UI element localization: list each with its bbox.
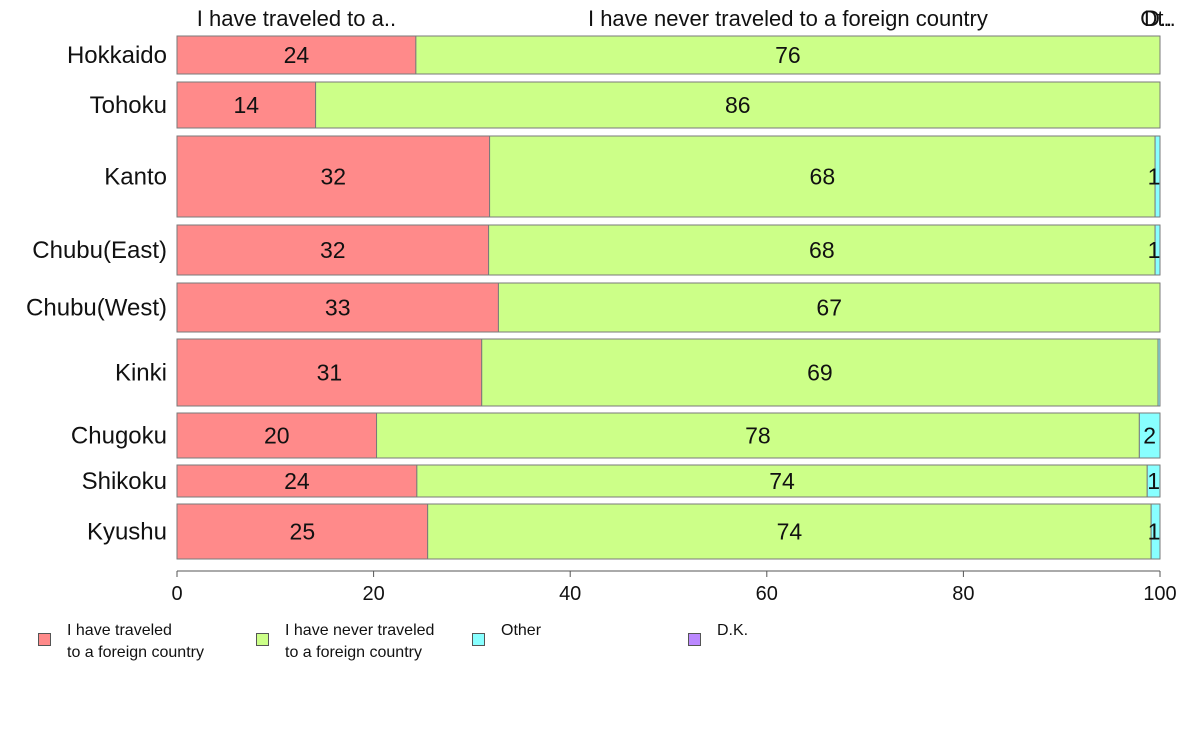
category-label-chugoku: Chugoku bbox=[71, 423, 167, 450]
category-label-shikoku: Shikoku bbox=[82, 468, 167, 495]
bar-shikoku-i-have-never-traveled-to-a-foreign-country bbox=[416, 464, 1148, 498]
data-label-chubu-west-i-have-never-traveled-to-a-foreign-country: 67 bbox=[816, 295, 842, 321]
category-label-kyushu: Kyushu bbox=[87, 519, 167, 546]
x-tick-label-60: 60 bbox=[756, 583, 778, 605]
bar-kinki-i-have-never-traveled-to-a-foreign-country bbox=[481, 338, 1159, 407]
data-label-chubu-east-i-have-never-traveled-to-a-foreign-country: 68 bbox=[809, 237, 835, 263]
data-label-shikoku-i-have-traveled-to-a-foreign-country: 24 bbox=[284, 468, 310, 494]
bar-hokkaido-i-have-never-traveled-to-a-foreign-country bbox=[415, 35, 1161, 75]
column-header-i-have-never-traveled-to-a-foreign-country: I have never traveled to a foreign count… bbox=[588, 6, 988, 31]
bar-kyushu-i-have-traveled-to-a-foreign-country bbox=[176, 503, 429, 560]
data-label-kanto-i-have-traveled-to-a-foreign-country: 32 bbox=[321, 164, 347, 190]
legend-label-traveled: I have traveled to a foreign country bbox=[67, 622, 204, 661]
bar-tohoku-i-have-never-traveled-to-a-foreign-country bbox=[315, 81, 1161, 129]
column-header-d-k: D.. bbox=[1144, 6, 1172, 31]
bar-chugoku-i-have-never-traveled-to-a-foreign-country bbox=[376, 412, 1140, 459]
bar-chubu-west-i-have-traveled-to-a-foreign-country bbox=[176, 282, 499, 333]
data-label-kanto-i-have-never-traveled-to-a-foreign-country: 68 bbox=[810, 164, 836, 190]
category-label-hokkaido: Hokkaido bbox=[67, 42, 167, 69]
x-tick-label-40: 40 bbox=[559, 583, 581, 605]
bar-shikoku-i-have-traveled-to-a-foreign-country bbox=[176, 464, 418, 498]
data-label-chubu-east-other: 1 bbox=[1148, 237, 1161, 263]
x-tick-label-100: 100 bbox=[1143, 583, 1176, 605]
data-label-kyushu-other: 1 bbox=[1148, 519, 1161, 545]
bar-kanto-i-have-never-traveled-to-a-foreign-country bbox=[489, 135, 1156, 218]
data-label-kinki-i-have-traveled-to-a-foreign-country: 31 bbox=[317, 360, 343, 386]
legend-item-dk: D.K. bbox=[688, 620, 748, 646]
bar-chugoku-other bbox=[1138, 412, 1161, 459]
legend-label-dk: D.K. bbox=[717, 622, 749, 639]
x-tick-label-20: 20 bbox=[362, 583, 384, 605]
data-label-tohoku-i-have-traveled-to-a-foreign-country: 14 bbox=[234, 92, 260, 118]
data-label-hokkaido-i-have-traveled-to-a-foreign-country: 24 bbox=[284, 42, 310, 68]
column-header-other: Ot.. bbox=[1140, 6, 1175, 31]
bar-kanto-other bbox=[1154, 135, 1161, 218]
legend-swatch-never-traveled bbox=[256, 633, 269, 646]
data-label-chugoku-i-have-never-traveled-to-a-foreign-country: 78 bbox=[745, 423, 771, 449]
legend: I have traveled to a foreign country I h… bbox=[38, 620, 798, 670]
data-label-tohoku-i-have-never-traveled-to-a-foreign-country: 86 bbox=[725, 92, 751, 118]
column-header-i-have-traveled-to-a-foreign-country: I have traveled to a.. bbox=[197, 6, 396, 31]
category-label-kanto: Kanto bbox=[104, 164, 167, 191]
category-label-kinki: Kinki bbox=[115, 360, 167, 387]
stacked-bar-chart: I have traveled to a.. I have never trave… bbox=[26, 6, 1177, 605]
data-label-kyushu-i-have-traveled-to-a-foreign-country: 25 bbox=[290, 519, 316, 545]
data-label-kyushu-i-have-never-traveled-to-a-foreign-country: 74 bbox=[777, 519, 803, 545]
bar-tohoku-i-have-traveled-to-a-foreign-country bbox=[176, 81, 317, 129]
legend-item-traveled: I have traveled to a foreign country bbox=[38, 620, 204, 664]
category-label-tohoku: Tohoku bbox=[90, 92, 167, 119]
bar-kinki-other bbox=[1157, 338, 1161, 407]
legend-item-never-traveled: I have never traveled to a foreign count… bbox=[256, 620, 434, 664]
bar-kyushu-other bbox=[1150, 503, 1161, 560]
data-label-hokkaido-i-have-never-traveled-to-a-foreign-country: 76 bbox=[775, 42, 801, 68]
bar-chugoku-i-have-traveled-to-a-foreign-country bbox=[176, 412, 378, 459]
legend-swatch-other bbox=[472, 633, 485, 646]
bar-kyushu-i-have-never-traveled-to-a-foreign-country bbox=[427, 503, 1152, 560]
data-label-shikoku-other: 1 bbox=[1147, 468, 1160, 494]
bar-chubu-west-i-have-never-traveled-to-a-foreign-country bbox=[497, 282, 1161, 333]
bar-chubu-east-other bbox=[1154, 224, 1161, 276]
legend-item-other: Other bbox=[472, 620, 541, 646]
bar-chubu-east-i-have-never-traveled-to-a-foreign-country bbox=[488, 224, 1156, 276]
data-label-chugoku-other: 2 bbox=[1143, 423, 1156, 449]
category-label-chubu-east: Chubu(East) bbox=[32, 237, 167, 264]
bar-kinki-i-have-traveled-to-a-foreign-country bbox=[176, 338, 483, 407]
data-label-chugoku-i-have-traveled-to-a-foreign-country: 20 bbox=[264, 423, 290, 449]
legend-label-other: Other bbox=[501, 622, 542, 639]
category-label-chubu-west: Chubu(West) bbox=[26, 295, 167, 322]
legend-swatch-dk bbox=[688, 633, 701, 646]
legend-swatch-traveled bbox=[38, 633, 51, 646]
legend-label-never-traveled: I have never traveled to a foreign count… bbox=[285, 622, 435, 661]
bar-shikoku-other bbox=[1146, 464, 1161, 498]
bar-chubu-east-i-have-traveled-to-a-foreign-country bbox=[176, 224, 490, 276]
data-label-kanto-other: 1 bbox=[1148, 164, 1161, 190]
x-tick-label-80: 80 bbox=[952, 583, 974, 605]
data-label-chubu-east-i-have-traveled-to-a-foreign-country: 32 bbox=[320, 237, 346, 263]
data-label-shikoku-i-have-never-traveled-to-a-foreign-country: 74 bbox=[769, 468, 795, 494]
data-label-chubu-west-i-have-traveled-to-a-foreign-country: 33 bbox=[325, 295, 351, 321]
bar-hokkaido-i-have-traveled-to-a-foreign-country bbox=[176, 35, 417, 75]
data-label-kinki-i-have-never-traveled-to-a-foreign-country: 69 bbox=[807, 360, 833, 386]
bar-kanto-i-have-traveled-to-a-foreign-country bbox=[176, 135, 491, 218]
x-tick-label-0: 0 bbox=[171, 583, 182, 605]
